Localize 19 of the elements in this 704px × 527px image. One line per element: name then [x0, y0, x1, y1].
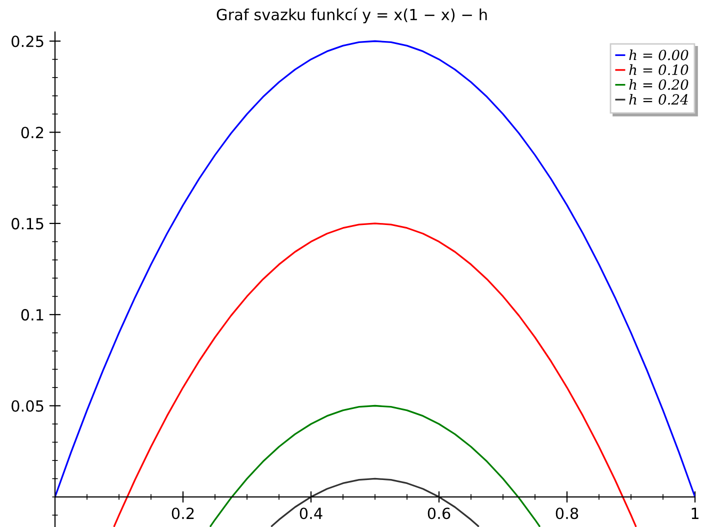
line-series — [113, 222, 637, 527]
line-series — [55, 40, 695, 498]
legend-label: h = 0.20 — [629, 79, 688, 90]
x-tick-label: 0.4 — [300, 508, 322, 520]
legend-label: h = 0.00 — [629, 49, 688, 60]
line-series — [270, 478, 480, 527]
y-tick-label: 0.1 — [21, 309, 44, 321]
y-tick-label: 0.05 — [12, 400, 44, 412]
legend-label: h = 0.10 — [629, 64, 688, 76]
x-tick-label: 0.6 — [428, 508, 450, 520]
line-series — [210, 404, 540, 527]
y-tick-label: 0.2 — [21, 126, 44, 138]
legend-label: h = 0.24 — [629, 94, 688, 105]
x-tick-label: 0.2 — [172, 508, 194, 520]
x-tick-label: 1 — [692, 508, 698, 519]
y-tick-label: 0.25 — [12, 36, 44, 48]
chart-title: Graf svazku funkcí y = x(1 − x) − h — [216, 8, 487, 24]
y-tick-label: 0.15 — [12, 218, 44, 230]
x-tick-label: 0.8 — [556, 508, 578, 520]
